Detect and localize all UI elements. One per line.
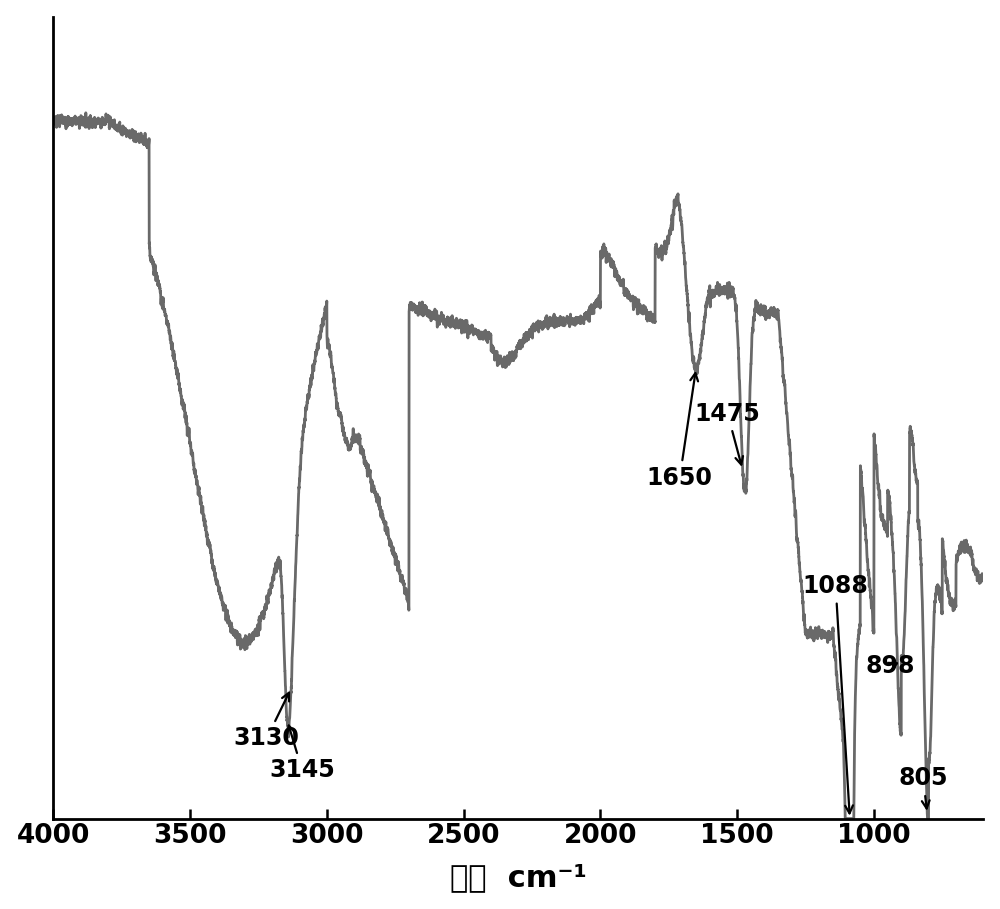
Text: 805: 805 <box>898 766 948 808</box>
Text: 3145: 3145 <box>269 725 335 783</box>
Text: 3130: 3130 <box>234 693 300 750</box>
Text: 1475: 1475 <box>695 402 760 464</box>
X-axis label: 波长  cm⁻¹: 波长 cm⁻¹ <box>450 864 587 893</box>
Text: 1088: 1088 <box>803 574 869 814</box>
Text: 898: 898 <box>866 654 915 678</box>
Text: 1650: 1650 <box>647 373 713 490</box>
